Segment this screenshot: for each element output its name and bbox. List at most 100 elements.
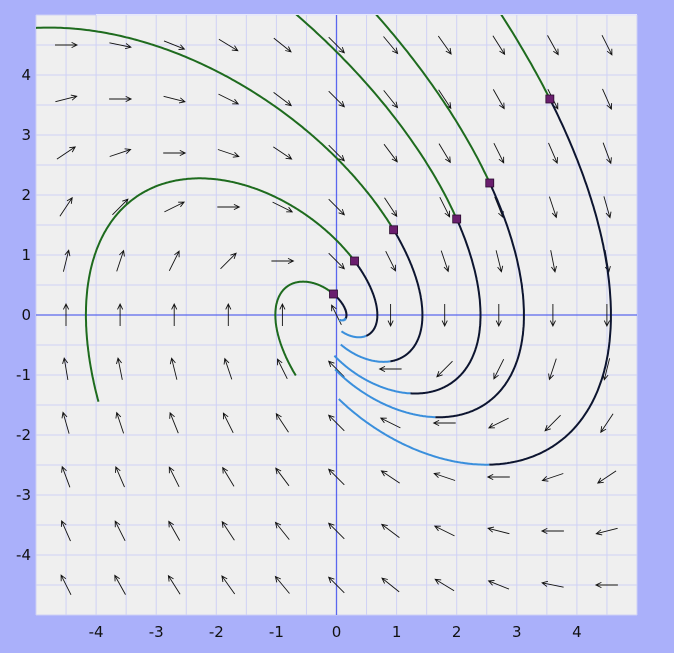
field-arrow [441,304,448,328]
solution-curve-forward-end [340,330,367,339]
field-arrow [440,250,450,273]
field-arrow [275,412,289,433]
field-arrow [378,365,402,373]
field-arrow [61,465,71,488]
field-arrow [547,35,559,56]
field-arrow [168,250,180,272]
field-arrow [548,358,557,381]
field-arrow [167,574,181,595]
initial-points [329,94,555,299]
field-arrow [328,90,346,108]
field-arrow [327,414,345,432]
field-arrow [62,249,71,272]
field-arrow [56,146,77,160]
y-tick-label: 3 [21,126,31,144]
field-arrow [59,196,73,217]
x-tick-label: -3 [149,623,164,641]
field-arrow [273,92,293,107]
solution-curves [36,15,612,466]
field-arrow [109,95,133,103]
field-arrow [493,358,505,380]
field-arrow [600,413,614,434]
field-arrow [541,473,564,482]
field-arrow [328,144,346,162]
y-tick-label: 4 [21,66,31,84]
field-arrow [60,574,72,596]
initial-point-marker [452,214,462,224]
field-arrow [221,575,236,595]
y-tick-label: 0 [21,306,31,324]
field-arrow [327,522,345,540]
field-arrow [492,89,505,110]
field-arrow [279,302,286,326]
field-arrow [495,250,504,273]
field-arrow [603,304,611,328]
field-arrow [379,417,401,429]
field-arrow [273,146,293,160]
solution-curve-forward [390,229,424,363]
field-arrow [327,360,345,378]
field-arrow [55,41,79,49]
field-arrow [550,250,557,273]
field-arrow [220,252,237,270]
solution-curve-forward-end [340,343,391,363]
field-arrow [433,472,456,481]
x-tick-label: -2 [209,623,224,641]
field-arrow [387,304,394,328]
field-arrow [487,580,510,590]
field-arrow [438,143,451,164]
field-arrow [595,527,618,536]
x-tick-label: -1 [269,623,284,641]
field-arrow [168,520,181,541]
solution-curve-forward-end [338,398,490,466]
field-arrow [487,417,509,429]
x-tick-label: 0 [332,623,342,641]
field-arrow [115,411,125,434]
y-tick-label: -3 [16,486,31,504]
field-arrow [492,35,506,56]
field-arrow [594,581,618,589]
field-arrow [433,525,455,537]
field-arrow [163,95,186,104]
solution-curve-forward-end [333,354,411,395]
field-arrow [218,38,239,52]
field-arrow [602,142,612,165]
field-arrow [328,198,346,216]
field-arrow [114,574,126,595]
field-arrow [218,93,240,105]
solution-curve-forward [489,98,612,466]
field-arrow [549,304,556,328]
solution-curve-forward [410,218,482,395]
solution-curve-backward [274,280,335,377]
field-arrow [222,412,234,434]
field-arrow [273,37,292,53]
field-arrow [383,36,399,55]
field-arrow [327,468,345,486]
initial-point-marker [389,225,398,235]
field-arrow [274,521,290,540]
initial-point-marker [329,289,338,299]
field-arrow [221,520,235,541]
field-arrow [603,196,612,219]
field-arrow [493,142,505,164]
field-arrow [548,196,558,219]
initial-point-marker [350,256,359,266]
field-arrow [275,467,290,487]
field-arrow [544,414,561,432]
y-tick-label: -2 [16,426,31,444]
field-arrow [171,302,178,326]
x-tick-label: 4 [572,623,582,641]
field-arrow [62,302,70,326]
field-arrow [272,201,294,213]
field-arrow [486,473,510,481]
field-arrow [163,40,186,50]
field-arrow [117,302,124,326]
field-arrow [62,357,69,380]
field-arrow [380,523,400,538]
field-arrow [383,143,398,163]
field-arrow [109,148,132,157]
field-arrow [436,360,453,378]
solution-curve-backward [36,26,395,231]
field-arrow [169,411,179,434]
